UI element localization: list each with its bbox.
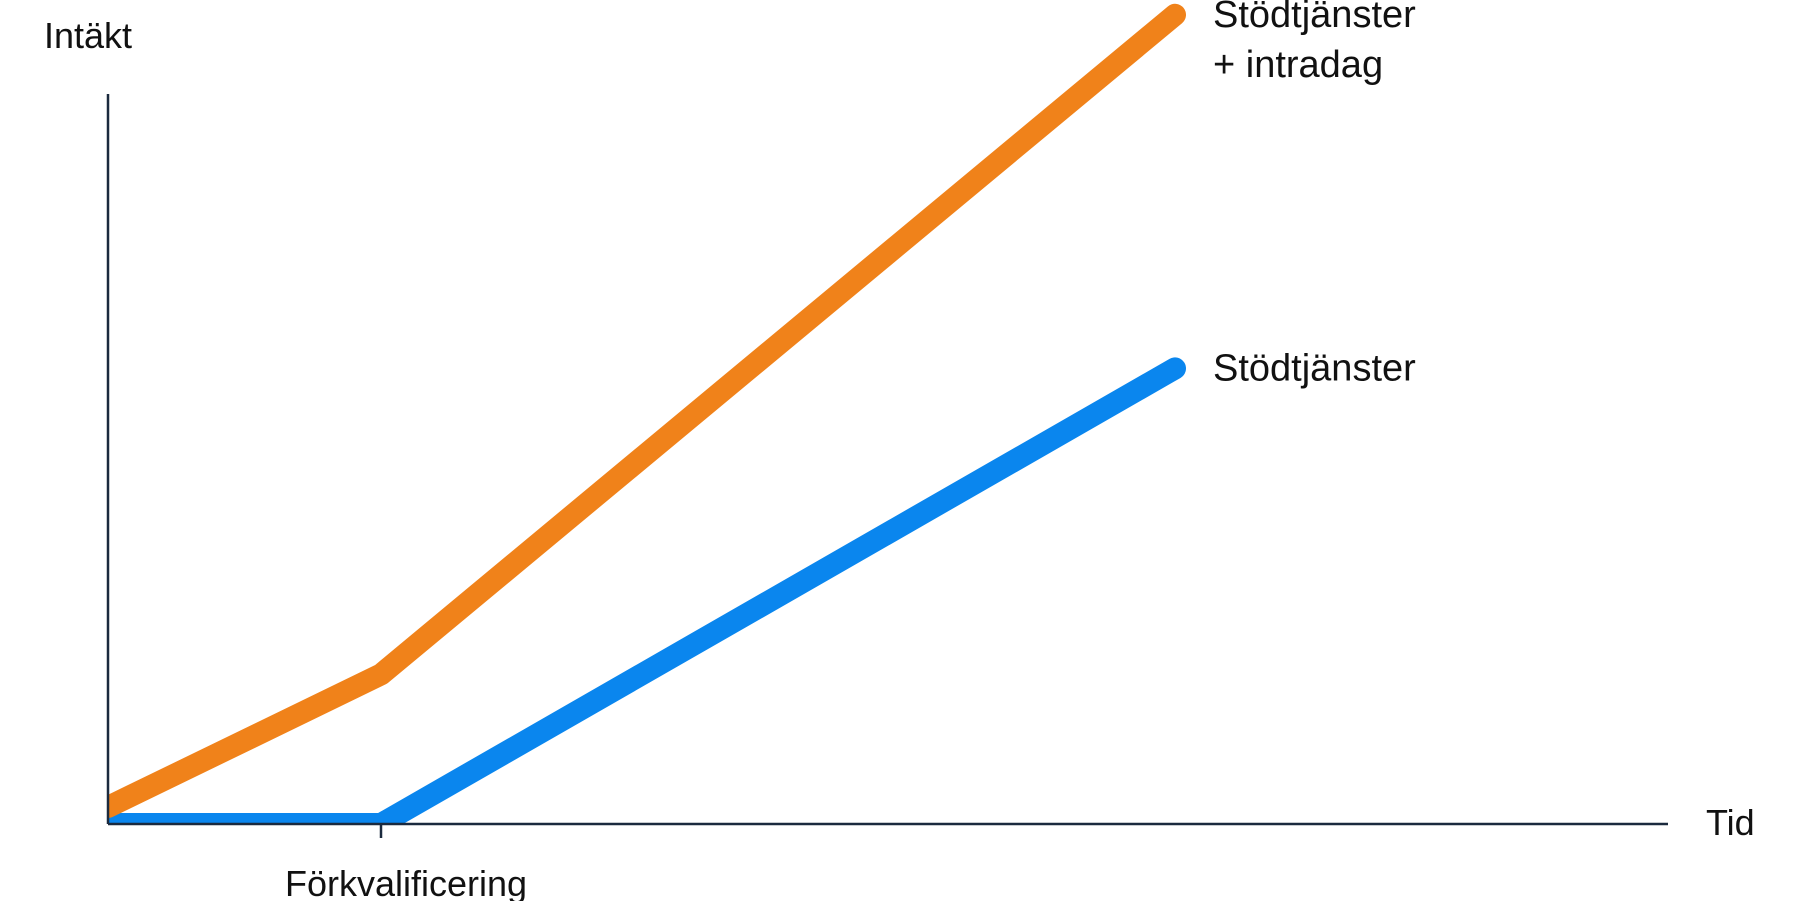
axis-mask: [0, 824, 1804, 901]
y-axis-label: Intäkt: [44, 15, 132, 56]
series-label: Stödtjänster + intradag: [1213, 0, 1416, 86]
x-axis-label: Tid: [1706, 802, 1755, 843]
x-tick-label: Förkvalificering: [285, 863, 527, 901]
axis-mask: [0, 0, 108, 901]
tick-layer: Förkvalificering: [285, 824, 527, 901]
series-line: [97, 357, 1186, 835]
label-layer: Stödtjänster + intradag Stödtjänster: [1213, 0, 1416, 389]
series-line: [97, 3, 1186, 818]
series-label: Stödtjänster: [1213, 347, 1416, 389]
